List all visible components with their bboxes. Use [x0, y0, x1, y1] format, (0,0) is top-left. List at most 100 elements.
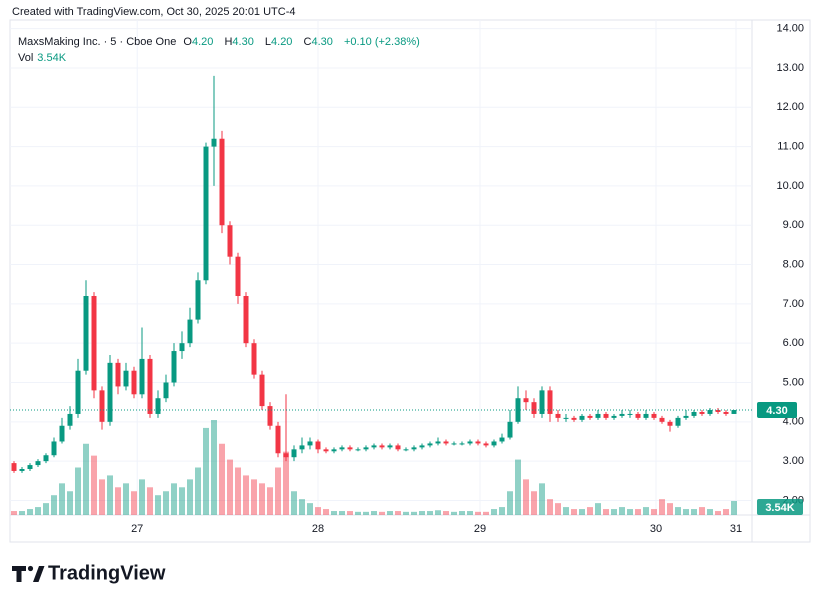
- volume-bar: [379, 511, 385, 515]
- volume-bar: [611, 509, 617, 515]
- candle-body: [259, 374, 265, 407]
- x-tick-label: 29: [474, 523, 486, 535]
- candle-body: [643, 413, 649, 418]
- volume-bar: [603, 509, 609, 515]
- volume-bar: [331, 511, 337, 515]
- candle-body: [707, 410, 713, 414]
- candle-body: [347, 447, 353, 450]
- volume-bar: [675, 507, 681, 515]
- y-tick-label: 7.00: [783, 298, 804, 310]
- ohlc: O4.20: [183, 36, 217, 48]
- candle-body: [723, 411, 729, 414]
- volume-bar: [155, 495, 161, 515]
- volume-bar: [715, 511, 721, 515]
- volume-bar: [35, 507, 41, 515]
- y-tick-label: 12.00: [776, 101, 804, 113]
- volume-bar: [595, 503, 601, 515]
- candle-body: [491, 441, 497, 446]
- volume-bar: [203, 427, 209, 515]
- volume-bar: [67, 491, 73, 515]
- candle-body: [299, 445, 305, 450]
- volume-bar: [411, 511, 417, 515]
- y-tick-label: 9.00: [783, 219, 804, 231]
- volume-bar: [387, 511, 393, 515]
- candle-body: [699, 411, 705, 414]
- volume-bar: [667, 503, 673, 515]
- label: Vol: [18, 52, 34, 64]
- ohlc: L4.20: [265, 36, 297, 48]
- candle-body: [227, 225, 233, 257]
- volume-bar: [59, 483, 65, 515]
- candle-body: [579, 415, 585, 420]
- candle-body: [339, 447, 345, 450]
- candle-body: [355, 449, 361, 451]
- candle-body: [523, 398, 529, 403]
- candle-body: [667, 421, 673, 426]
- candle-body: [51, 441, 57, 456]
- volume-bar: [315, 507, 321, 515]
- label: C: [303, 36, 312, 48]
- volume-bar: [131, 491, 137, 515]
- candle-body: [283, 453, 289, 458]
- candle-body: [67, 413, 73, 426]
- candle-body: [403, 449, 409, 451]
- candle-body: [315, 441, 321, 450]
- candle-body: [459, 443, 465, 445]
- volume-bar: [427, 511, 433, 515]
- x-tick-label: 30: [650, 523, 662, 535]
- volume-bar: [115, 487, 121, 515]
- volume-bar: [91, 455, 97, 515]
- value: 4.30: [311, 36, 333, 48]
- y-tick-label: 8.00: [783, 258, 804, 270]
- candle-body: [379, 445, 385, 448]
- volume-bar: [291, 491, 297, 515]
- candle-body: [731, 410, 737, 414]
- candles: [11, 75, 737, 473]
- ohlc: H4.30: [224, 36, 257, 48]
- volume-label: 3.54K: [765, 502, 794, 514]
- last-price-label: 4.30: [766, 405, 787, 417]
- candle-body: [99, 390, 105, 422]
- candle-body: [611, 415, 617, 418]
- volume-bar: [707, 509, 713, 515]
- volume-bar: [259, 483, 265, 515]
- candle-body: [539, 390, 545, 414]
- volume-bar: [723, 509, 729, 515]
- y-tick-label: 3.00: [783, 455, 804, 467]
- candle-body: [387, 445, 393, 448]
- candle-body: [211, 138, 217, 147]
- candle-body: [555, 413, 561, 418]
- candle-body: [483, 443, 489, 446]
- candle-body: [323, 449, 329, 452]
- candle-body: [219, 138, 225, 226]
- volume-bar: [571, 509, 577, 515]
- ohlc: C4.30: [304, 36, 337, 48]
- candle-body: [123, 370, 129, 387]
- candle-body: [91, 296, 97, 391]
- volume-bar: [523, 479, 529, 515]
- volume-bar: [683, 509, 689, 515]
- candle-body: [587, 415, 593, 418]
- candle-body: [19, 468, 25, 471]
- candle-body: [131, 370, 137, 395]
- volume-bar: [211, 420, 217, 515]
- candle-body: [659, 417, 665, 422]
- candle-body: [163, 382, 169, 399]
- volume-bar: [563, 507, 569, 515]
- change: +0.10 (+2.38%): [343, 36, 420, 48]
- candle-body: [195, 280, 201, 320]
- volume-bar: [299, 499, 305, 515]
- volume-bar: [459, 511, 465, 515]
- candle-body: [595, 413, 601, 418]
- volume-bar: [371, 511, 377, 515]
- candle-body: [171, 351, 177, 383]
- volume-bar: [483, 511, 489, 515]
- volume-bar: [107, 475, 113, 515]
- volume-bar: [75, 467, 81, 515]
- volume-bar: [347, 511, 353, 515]
- volume-bar: [243, 475, 249, 515]
- volume-bar: [435, 510, 441, 515]
- candle-body: [27, 465, 33, 469]
- last-price-badge: [757, 402, 797, 419]
